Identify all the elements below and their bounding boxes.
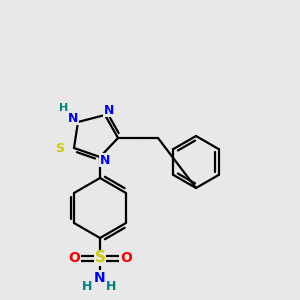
Text: H: H [82,280,92,293]
Text: H: H [106,280,116,293]
Text: S: S [94,250,106,266]
Text: O: O [68,251,80,265]
Text: N: N [100,154,110,166]
Text: N: N [104,103,114,116]
Text: H: H [59,103,69,113]
Text: N: N [68,112,78,124]
Text: O: O [120,251,132,265]
Text: S: S [56,142,64,154]
Text: N: N [94,271,106,285]
